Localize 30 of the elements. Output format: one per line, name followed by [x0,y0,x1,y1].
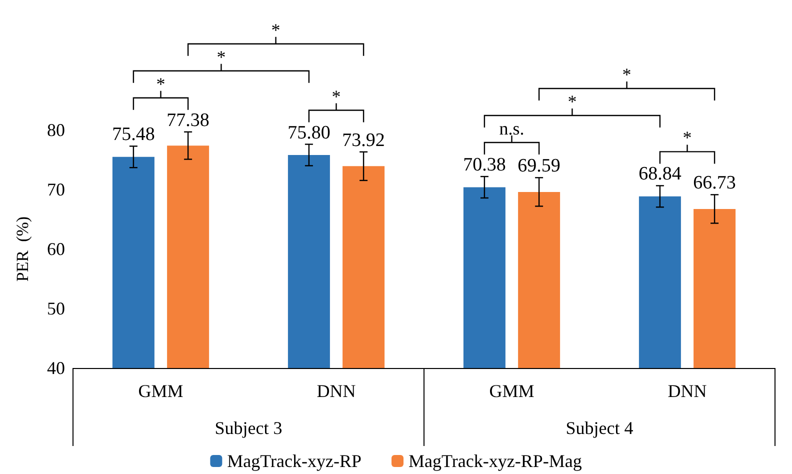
annotation: * [682,128,692,148]
x-tick-label: GMM [138,381,184,401]
y-tick-label: 70 [47,180,65,200]
x-tick-label: DNN [316,381,356,401]
data-label: 66.73 [693,172,736,194]
legend-label: MagTrack-xyz-RP [227,451,362,471]
y-tick-label: 80 [47,120,65,140]
text: * [216,46,226,67]
y-tick-label: 50 [47,298,65,318]
text: * [568,92,577,112]
text: * [332,86,341,106]
text: * [156,74,166,94]
y-tick-label: 40 [47,358,65,378]
data-label: 68.84 [638,164,682,185]
y-axis-title: PER (%) [13,216,32,282]
data-label: 75.80 [288,122,330,144]
data-label: 73.92 [342,130,385,151]
text: Subject 4 [566,418,634,438]
text: * [271,20,280,40]
y-tick-label: 60 [47,239,65,259]
text: Subject 3 [214,418,282,438]
data-label: 69.59 [518,156,560,177]
data-label: 77.38 [166,110,210,131]
data-label: 75.48 [112,124,155,146]
legend-label: MagTrack-xyz-RP-Mag [408,451,582,471]
x-tick-label: GMM [489,381,534,401]
annotation: n.s. [499,118,524,139]
data-label: 70.38 [463,154,506,176]
text: * [622,64,632,85]
x-tick-label: DNN [668,381,707,401]
